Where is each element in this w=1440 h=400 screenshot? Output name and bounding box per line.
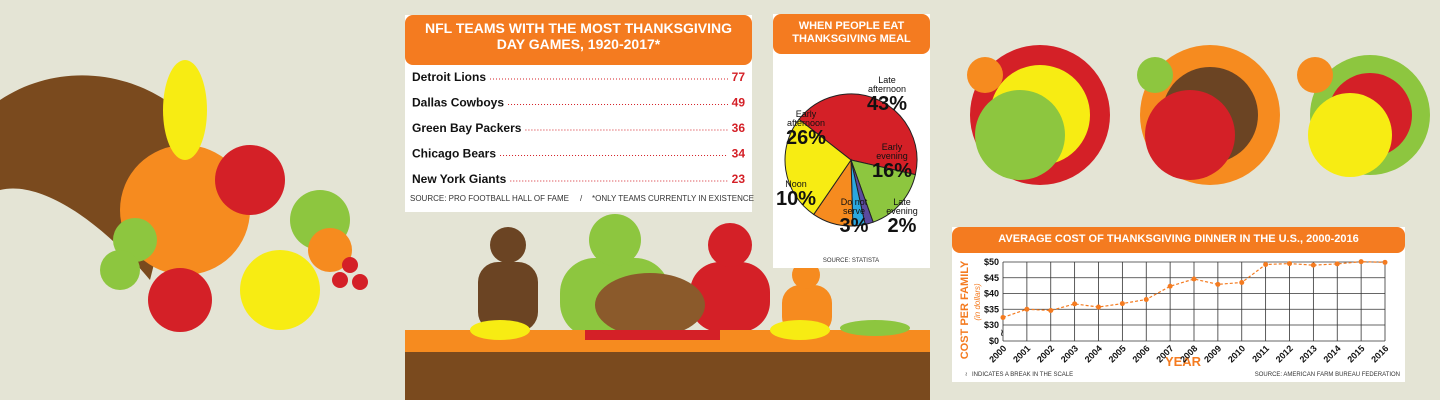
- nfl-header: [405, 15, 752, 65]
- cost-point: [1048, 308, 1054, 314]
- slice-value: 10%: [776, 188, 817, 210]
- line-source: SOURCE: AMERICAN FARM BUREAU FEDERATION: [1255, 372, 1400, 378]
- x-axis-label: YEAR: [1165, 354, 1202, 369]
- line-header: [952, 227, 1405, 253]
- team-name: Chicago Bears: [412, 147, 496, 161]
- nfl-source: SOURCE: PRO FOOTBALL HALL OF FAME: [410, 194, 569, 203]
- slice-value: 2%: [887, 215, 917, 237]
- y-axis-sublabel: (in dollars): [973, 283, 982, 321]
- slice-label: Do not serve 3%: [834, 197, 874, 237]
- cost-point: [1215, 281, 1221, 287]
- cost-point: [1358, 259, 1364, 265]
- slice-value: 26%: [785, 127, 827, 149]
- slice-category: Late afternoon: [867, 75, 907, 94]
- slice-value: 16%: [871, 160, 913, 182]
- slice-label: Early afternoon 26%: [784, 109, 828, 149]
- slice-category: Late evening: [886, 197, 918, 216]
- cost-point: [1334, 261, 1340, 267]
- slice-value: 43%: [866, 93, 908, 115]
- slice-category: Noon: [785, 179, 807, 189]
- y-tick-label: $45: [984, 273, 999, 283]
- y-tick-label: $35: [984, 304, 999, 314]
- team-name: Detroit Lions: [412, 70, 486, 84]
- cost-point: [1263, 262, 1269, 268]
- pie-slice: [784, 118, 852, 216]
- game-count: 23: [732, 172, 746, 186]
- slice-label: Late afternoon 43%: [862, 75, 912, 115]
- y-tick-label: $40: [984, 289, 999, 299]
- break-symbol: ≀: [965, 372, 967, 378]
- pie-slice: [850, 159, 916, 223]
- separator: /: [580, 194, 583, 203]
- cost-point: [1310, 262, 1316, 268]
- cornucopia: [0, 60, 368, 332]
- pie-header: [773, 14, 930, 54]
- y-tick-label: $50: [984, 257, 999, 267]
- team-name: Dallas Cowboys: [412, 96, 504, 110]
- cost-point: [1287, 261, 1292, 267]
- game-count: 36: [732, 121, 746, 135]
- nfl-title: NFL TEAMS WITH THE MOST THANKSGIVING DAY…: [425, 20, 732, 53]
- team-name: Green Bay Packers: [412, 121, 522, 135]
- cost-point: [1096, 304, 1101, 310]
- nfl-footnote: *ONLY TEAMS CURRENTLY IN EXISTENCE: [592, 194, 754, 203]
- y-tick-label: $30: [984, 320, 999, 330]
- line-title: AVERAGE COST OF THANKSGIVING DINNER IN T…: [998, 233, 1359, 245]
- slice-label: Late evening 2%: [882, 197, 922, 237]
- game-count: 49: [732, 96, 746, 110]
- dinner-table: [405, 214, 930, 400]
- slice-value: 3%: [839, 215, 869, 237]
- y-axis-label: COST PER FAMILY: [959, 260, 971, 359]
- cost-point: [1000, 314, 1006, 320]
- y-tick-label: $0: [989, 336, 999, 346]
- cost-point: [1119, 301, 1125, 307]
- cost-point: [1382, 259, 1388, 265]
- scale-break: ≀: [1000, 328, 1004, 339]
- team-name: New York Giants: [412, 172, 507, 186]
- slice-category: Early evening: [876, 142, 908, 161]
- cost-point: [1143, 296, 1149, 302]
- cost-point: [1072, 301, 1078, 307]
- line-note: INDICATES A BREAK IN THE SCALE: [972, 372, 1073, 378]
- pie-source: SOURCE: STATISTA: [823, 258, 879, 264]
- game-count: 34: [732, 147, 746, 161]
- game-count: 77: [732, 70, 746, 84]
- slice-label: Early evening 16%: [868, 142, 916, 182]
- slice-category: Early afternoon: [786, 109, 826, 128]
- cost-point: [1239, 279, 1245, 285]
- cost-line: [1002, 261, 1386, 319]
- cost-point: [1024, 306, 1030, 312]
- cost-point: [1191, 276, 1197, 282]
- pie-title: WHEN PEOPLE EAT THANKSGIVING MEAL: [792, 20, 911, 45]
- turkeys: [967, 45, 1430, 185]
- pie-slice: [798, 93, 918, 176]
- slice-category: Do not serve: [840, 197, 868, 216]
- cost-point: [1167, 283, 1173, 289]
- slice-label: Noon 10%: [776, 179, 817, 210]
